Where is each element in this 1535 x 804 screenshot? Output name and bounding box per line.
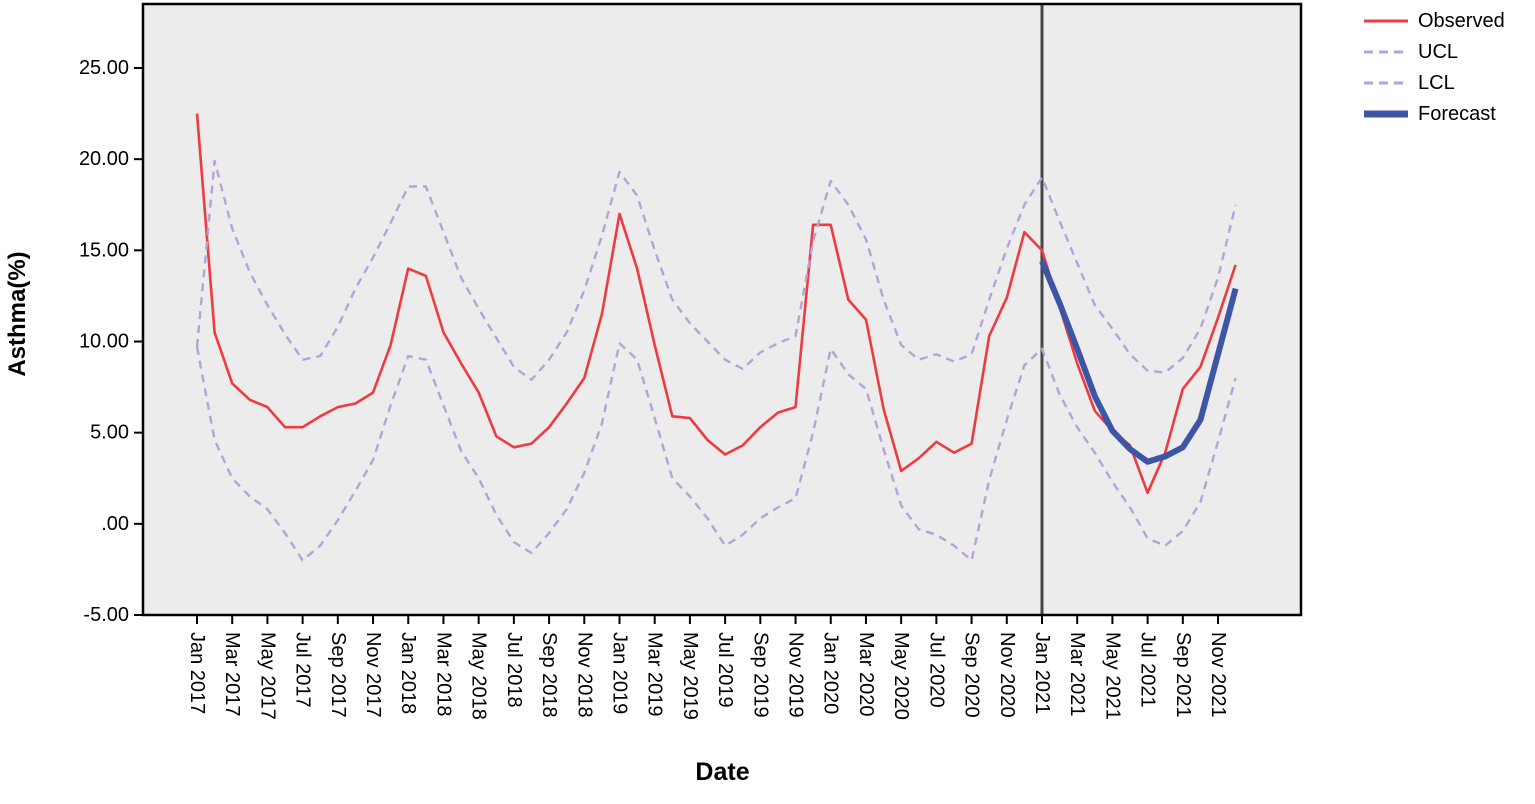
x-tick-label: Sep 2018: [538, 632, 560, 718]
series-forecast: [1039, 260, 1239, 465]
y-tick-label: 5.00: [90, 422, 129, 444]
y-tick-label: 15.00: [79, 239, 129, 261]
x-tick-label: Sep 2021: [1172, 632, 1194, 718]
x-axis-title: Date: [695, 758, 750, 786]
series-lcl: [195, 342, 1237, 562]
y-tick-label: 20.00: [79, 148, 129, 170]
x-tick-label: Nov 2017: [362, 632, 384, 718]
legend-label: Observed: [1418, 9, 1505, 32]
x-tick-label: Jul 2020: [925, 632, 947, 708]
y-tick-label: -5.00: [83, 604, 129, 626]
x-tick-label: Jan 2018: [397, 632, 419, 714]
y-tick-label: 25.00: [79, 57, 129, 79]
x-tick-label: May 2018: [468, 632, 490, 720]
x-tick-label: Jan 2021: [1031, 632, 1053, 714]
x-tick-label: Nov 2021: [1207, 632, 1229, 718]
x-tick-label: May 2019: [679, 632, 701, 720]
x-tick-label: Mar 2021: [1066, 632, 1088, 717]
x-tick-label: Jul 2017: [292, 632, 314, 708]
x-tick-label: Sep 2020: [961, 632, 983, 718]
x-tick-label: Mar 2019: [644, 632, 666, 717]
legend-label: Forecast: [1418, 102, 1496, 125]
y-tick-label: 10.00: [79, 331, 129, 353]
x-tick-label: Jan 2020: [820, 632, 842, 714]
series-ucl: [195, 159, 1237, 381]
x-tick-label: Mar 2018: [432, 632, 454, 717]
forecast-line-swatch-icon: [1364, 110, 1408, 118]
x-tick-label: Jul 2019: [714, 632, 736, 708]
x-tick-label: Mar 2017: [221, 632, 243, 717]
x-tick-label: Nov 2020: [996, 632, 1018, 718]
x-tick-label: Jan 2017: [186, 632, 208, 714]
lcl-line-swatch-icon: [1364, 81, 1408, 85]
x-tick-label: Jul 2018: [503, 632, 525, 708]
legend-item-lcl: LCL: [1363, 72, 1505, 94]
x-tick-label: Sep 2017: [327, 632, 349, 718]
legend-item-ucl: UCL: [1363, 41, 1505, 63]
x-tick-label: May 2021: [1101, 632, 1123, 720]
x-tick-label: Jan 2019: [608, 632, 630, 714]
x-tick-label: Jul 2021: [1137, 632, 1159, 708]
x-tick-label: Nov 2019: [785, 632, 807, 718]
legend-label: LCL: [1418, 71, 1455, 94]
legend: Observed UCL LCL Forecast: [1363, 10, 1505, 125]
x-tick-label: May 2017: [256, 632, 278, 720]
plot-frame: [141, 2, 1303, 617]
x-tick-label: Nov 2018: [573, 632, 595, 718]
legend-item-observed: Observed: [1363, 10, 1505, 32]
legend-item-forecast: Forecast: [1363, 103, 1505, 125]
plot-background: [143, 4, 1301, 615]
x-tick-label: Mar 2020: [855, 632, 877, 717]
x-tick-label: Sep 2019: [749, 632, 771, 718]
y-axis-title: Asthma(%): [4, 251, 31, 377]
observed-line-swatch-icon: [1364, 19, 1408, 23]
y-tick-label: .00: [101, 513, 129, 535]
ucl-line-swatch-icon: [1364, 50, 1408, 54]
legend-label: UCL: [1418, 40, 1459, 63]
x-tick-label: May 2020: [890, 632, 912, 720]
